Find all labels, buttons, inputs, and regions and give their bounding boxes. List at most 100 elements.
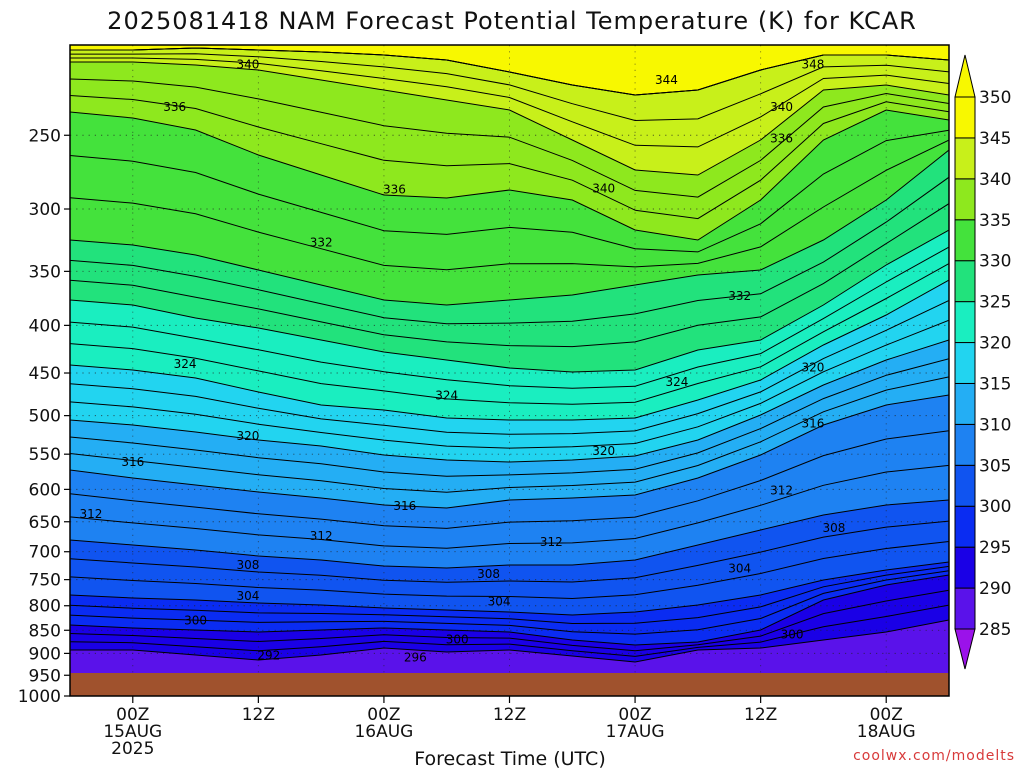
y-axis: 250 300 350 400 450 500 550 600 650 700 750 800 850 9… bbox=[18, 126, 70, 707]
contour-line bbox=[70, 299, 949, 435]
x-tick-label: 00Z bbox=[618, 705, 651, 725]
contour-label: 308 bbox=[236, 558, 259, 572]
contour-line bbox=[70, 57, 949, 148]
contour-label: 344 bbox=[655, 73, 678, 87]
contour-line bbox=[70, 95, 949, 220]
contour-lines bbox=[70, 47, 949, 663]
contour-label: 336 bbox=[770, 131, 793, 145]
contour-label: 312 bbox=[79, 507, 102, 521]
colorbar-segment bbox=[954, 587, 976, 630]
y-tick-label: 300 bbox=[29, 200, 61, 220]
colorbar-label: 335 bbox=[979, 211, 1011, 231]
contour-label: 304 bbox=[728, 562, 751, 576]
contour-line bbox=[70, 574, 949, 646]
contour-line bbox=[70, 520, 949, 583]
contour-line bbox=[70, 203, 949, 348]
colorbar: 285 290 295 300 305 310 315 320 325 330 335 340 345 3… bbox=[954, 54, 1011, 670]
y-tick-label: 750 bbox=[29, 571, 61, 591]
contour-label: 300 bbox=[446, 633, 469, 647]
contour-line bbox=[70, 149, 949, 306]
x-tick-label: 00Z bbox=[367, 705, 400, 725]
colorbar-label: 300 bbox=[979, 497, 1011, 517]
colorbar-segment bbox=[954, 382, 976, 425]
colorbar-label: 340 bbox=[979, 170, 1011, 190]
colorbar-label: 320 bbox=[979, 334, 1011, 354]
x-tick-label: 15AUG bbox=[103, 722, 162, 742]
contour-label: 332 bbox=[728, 289, 751, 303]
contour-line bbox=[70, 570, 949, 635]
colorbar-segment bbox=[954, 260, 976, 303]
contour-label: 340 bbox=[236, 58, 259, 72]
contour-label: 336 bbox=[383, 183, 406, 197]
contour-line bbox=[70, 541, 949, 600]
contour-line bbox=[70, 53, 949, 122]
colorbar-segment bbox=[954, 464, 976, 507]
contour-label: 340 bbox=[770, 100, 793, 114]
colorbar-segment bbox=[954, 546, 976, 589]
colorbar-segment bbox=[954, 301, 976, 344]
y-tick-label: 650 bbox=[29, 513, 61, 533]
contour-line bbox=[70, 464, 949, 549]
colorbar-label: 315 bbox=[979, 374, 1011, 394]
y-tick-label: 600 bbox=[29, 480, 61, 500]
colorbar-segment bbox=[954, 628, 976, 670]
contour-label: 308 bbox=[822, 521, 845, 535]
x-tick-label: 12Z bbox=[744, 705, 777, 725]
colorbar-label: 345 bbox=[979, 129, 1011, 149]
y-tick-label: 900 bbox=[29, 644, 61, 664]
contour-label: 320 bbox=[236, 429, 259, 443]
contour-line bbox=[70, 358, 949, 477]
x-tick-label: 00Z bbox=[870, 705, 903, 725]
contour-label: 304 bbox=[488, 595, 511, 609]
contour-label: 324 bbox=[435, 389, 458, 403]
contour-label: 308 bbox=[477, 567, 500, 581]
contour-line bbox=[70, 589, 949, 652]
contour-label: 340 bbox=[592, 181, 615, 195]
contour-line bbox=[70, 229, 949, 373]
y-tick-label: 700 bbox=[29, 543, 61, 563]
colorbar-segment bbox=[954, 96, 976, 139]
contour-line bbox=[70, 61, 949, 176]
contour-line bbox=[70, 619, 949, 663]
colorbar-label: 330 bbox=[979, 252, 1011, 272]
x-tick-label: 2025 bbox=[111, 739, 154, 759]
contour-label: 312 bbox=[770, 484, 793, 498]
contour-line bbox=[70, 279, 949, 421]
x-axis-label: Forecast Time (UTC) bbox=[414, 748, 605, 768]
contour-line bbox=[70, 376, 949, 493]
contour-line bbox=[70, 394, 949, 509]
credit-text: coolwx.com/modelts bbox=[853, 748, 1015, 764]
contour-line bbox=[70, 47, 949, 96]
y-tick-label: 250 bbox=[29, 126, 61, 146]
contour-line bbox=[70, 246, 949, 389]
y-tick-label: 500 bbox=[29, 407, 61, 427]
field-band bbox=[70, 620, 949, 673]
colorbar-label: 325 bbox=[979, 293, 1011, 313]
ground-strip bbox=[70, 673, 949, 696]
contour-label: 332 bbox=[310, 236, 333, 250]
x-tick-label: 17AUG bbox=[606, 722, 665, 742]
colorbar-segment bbox=[954, 137, 976, 180]
contour-label: 292 bbox=[257, 649, 280, 663]
contour-line bbox=[70, 604, 949, 657]
contour-label: 316 bbox=[393, 499, 416, 513]
colorbar-label: 285 bbox=[979, 620, 1011, 640]
contour-line bbox=[70, 561, 949, 616]
contour-label: 312 bbox=[540, 535, 563, 549]
contour-label: 296 bbox=[404, 650, 427, 664]
contour-labels: 340 348 344 336 340 336 336 340 332 332 324 324 324 3… bbox=[79, 58, 845, 692]
chart-title: 2025081418 NAM Forecast Potential Temper… bbox=[107, 7, 917, 35]
contour-line bbox=[70, 319, 949, 449]
colorbar-label: 350 bbox=[979, 88, 1011, 108]
y-tick-label: 350 bbox=[29, 262, 61, 282]
contour-label: 316 bbox=[802, 417, 825, 431]
x-tick-label: 12Z bbox=[242, 705, 275, 725]
colorbar-segment bbox=[954, 342, 976, 384]
contour-label: 324 bbox=[665, 375, 688, 389]
y-tick-label: 1000 bbox=[18, 687, 61, 707]
contour-label: 316 bbox=[121, 455, 144, 469]
colorbar-label: 295 bbox=[979, 538, 1011, 558]
contour-line bbox=[70, 263, 949, 405]
